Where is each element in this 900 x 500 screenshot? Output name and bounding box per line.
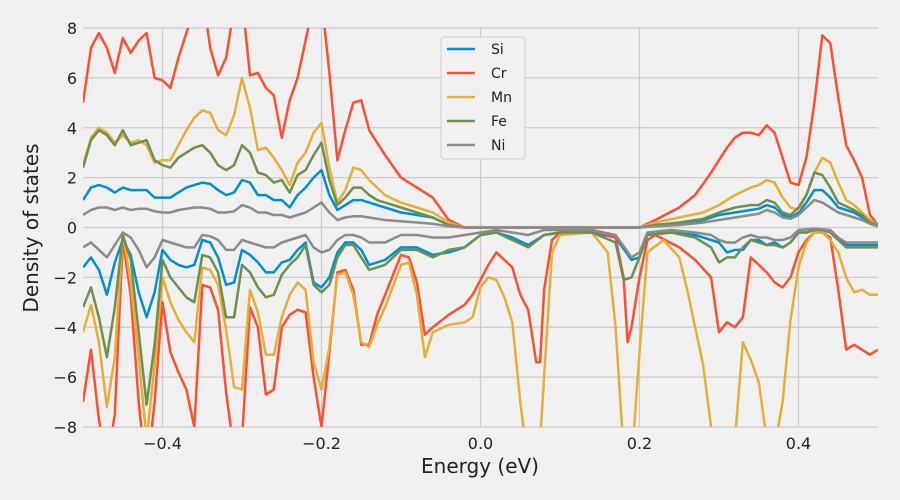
series-line-si-up [83, 168, 878, 229]
y-tick-labels: −8 −6 −4 −2 0 2 4 6 8 [53, 19, 77, 437]
x-tick-label: −0.2 [302, 434, 341, 453]
legend-label-cr: Cr [491, 66, 507, 82]
legend-label-mn: Mn [491, 90, 512, 106]
series-line-ni-up [83, 198, 878, 229]
y-tick-label: −8 [53, 418, 77, 437]
y-tick-label: 8 [67, 19, 77, 38]
legend-label-ni: Ni [491, 138, 505, 154]
series-line-ni-down [83, 227, 878, 269]
x-tick-labels: −0.4 −0.2 0.0 0.2 0.4 [143, 434, 811, 453]
y-tick-label: 0 [67, 219, 77, 238]
series-line-cr-up [83, 28, 878, 229]
y-tick-label: 2 [67, 169, 77, 188]
series-layer [83, 28, 878, 427]
series-line-si-down [83, 228, 878, 319]
x-tick-label: 0.0 [468, 434, 493, 453]
y-tick-label: 6 [67, 69, 77, 88]
x-tick-label: 0.4 [786, 434, 811, 453]
series-line-mn-up [83, 76, 878, 229]
legend-label-si: Si [491, 42, 504, 58]
x-tick-label: 0.2 [627, 434, 652, 453]
y-tick-label: −2 [53, 268, 77, 287]
legend-label-fe: Fe [491, 114, 507, 130]
y-axis-label: Density of states [19, 143, 43, 312]
y-tick-label: 4 [67, 119, 77, 138]
series-line-fe-down [83, 228, 878, 406]
x-axis-label: Energy (eV) [421, 454, 539, 478]
series-line-cr-down [83, 228, 878, 427]
x-tick-label: −0.4 [143, 434, 182, 453]
legend-box [440, 36, 526, 160]
y-tick-label: −6 [53, 368, 77, 387]
series-line-mn-down [83, 231, 878, 427]
series-line-fe-up [83, 128, 878, 229]
legend: Si Cr Mn Fe Ni [440, 36, 526, 160]
y-tick-label: −4 [53, 318, 77, 337]
